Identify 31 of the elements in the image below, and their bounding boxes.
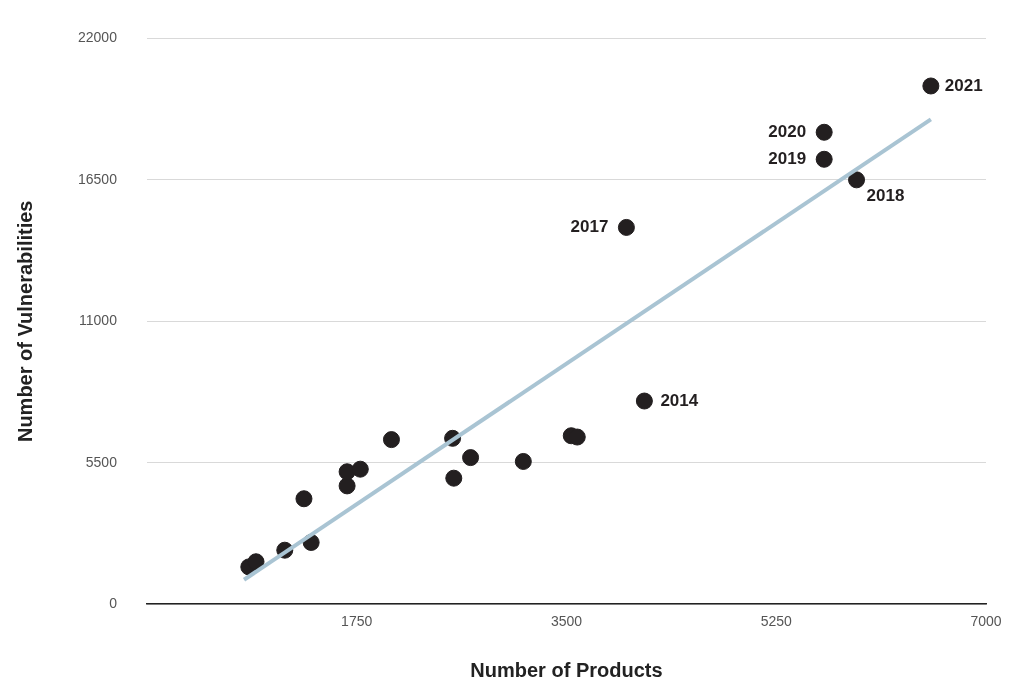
y-tick-label: 5500: [85, 453, 118, 470]
point: [815, 123, 833, 141]
point: [848, 171, 866, 189]
point: [338, 477, 356, 495]
x-axis-title: Number of Products: [470, 658, 663, 681]
y-tick-label: 0: [109, 595, 118, 612]
annotation: 2018: [866, 185, 905, 205]
point: [922, 77, 940, 95]
x-tick-label: 7000: [970, 613, 1002, 630]
point: [514, 452, 532, 470]
point: [382, 431, 400, 449]
point: [617, 218, 635, 236]
x-tick-label: 1750: [341, 613, 373, 630]
point: [295, 490, 313, 508]
annotation: 2020: [768, 121, 807, 141]
annotation: 2021: [944, 75, 983, 95]
point: [247, 553, 265, 571]
point: [445, 469, 463, 487]
y-tick-label: 22000: [77, 29, 118, 46]
annotation: 2014: [660, 390, 699, 410]
y-tick-label: 16500: [77, 170, 118, 187]
annotation: 2017: [570, 217, 609, 237]
x-tick-label: 5250: [760, 613, 793, 630]
annotation: 2019: [768, 148, 807, 168]
point: [462, 449, 480, 467]
point: [351, 460, 369, 478]
y-tick-label: 11000: [79, 312, 118, 329]
point: [815, 150, 833, 168]
point: [635, 392, 653, 410]
y-axis-title: Number of Vulnerabilities: [13, 200, 36, 443]
x-tick-label: 3500: [550, 613, 583, 630]
